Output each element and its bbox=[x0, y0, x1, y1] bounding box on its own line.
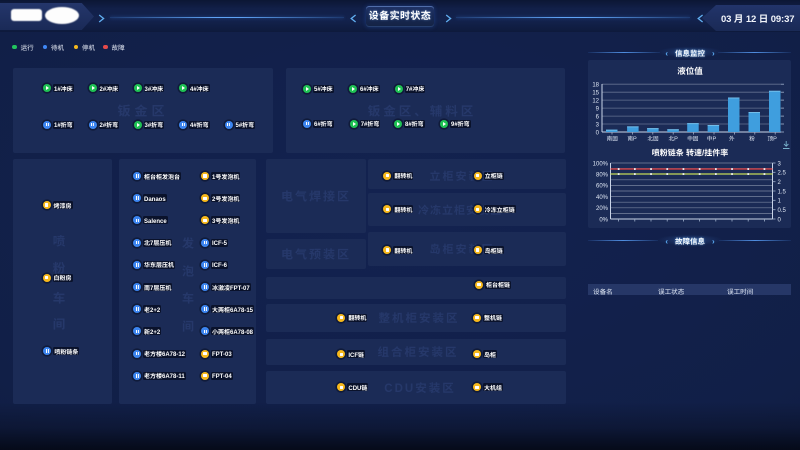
svg-text:顶P: 顶P bbox=[768, 135, 778, 143]
svg-text:100%: 100% bbox=[593, 158, 609, 167]
svg-text:3: 3 bbox=[778, 158, 782, 167]
svg-text:北P: 北P bbox=[669, 135, 679, 143]
svg-text:12: 12 bbox=[592, 95, 599, 104]
svg-text:20%: 20% bbox=[596, 203, 609, 212]
svg-text:60%: 60% bbox=[596, 181, 609, 190]
svg-text:15: 15 bbox=[592, 88, 599, 97]
svg-text:液位值: 液位值 bbox=[677, 65, 703, 77]
svg-text:18: 18 bbox=[592, 80, 599, 89]
svg-text:南P: 南P bbox=[627, 135, 637, 143]
svg-text:1.5: 1.5 bbox=[778, 186, 787, 195]
svg-text:80%: 80% bbox=[596, 170, 609, 179]
svg-text:0: 0 bbox=[778, 214, 782, 223]
svg-text:粉: 粉 bbox=[749, 135, 755, 143]
svg-text:3: 3 bbox=[596, 119, 600, 128]
svg-text:外: 外 bbox=[729, 135, 735, 143]
svg-text:6: 6 bbox=[596, 111, 600, 120]
svg-text:40%: 40% bbox=[596, 192, 609, 201]
svg-text:南固: 南固 bbox=[607, 135, 619, 143]
svg-text:1: 1 bbox=[778, 196, 782, 205]
svg-text:2: 2 bbox=[778, 177, 782, 186]
svg-text:2.5: 2.5 bbox=[778, 168, 787, 177]
svg-text:中固: 中固 bbox=[687, 135, 699, 143]
svg-text:9: 9 bbox=[596, 103, 600, 112]
svg-text:0%: 0% bbox=[599, 214, 608, 223]
svg-text:0: 0 bbox=[596, 127, 600, 136]
svg-text:中P: 中P bbox=[707, 135, 717, 143]
svg-text:北固: 北固 bbox=[647, 135, 659, 143]
svg-text:喷粉链条 转速/挂件率: 喷粉链条 转速/挂件率 bbox=[652, 148, 728, 159]
svg-text:0.5: 0.5 bbox=[778, 205, 787, 214]
